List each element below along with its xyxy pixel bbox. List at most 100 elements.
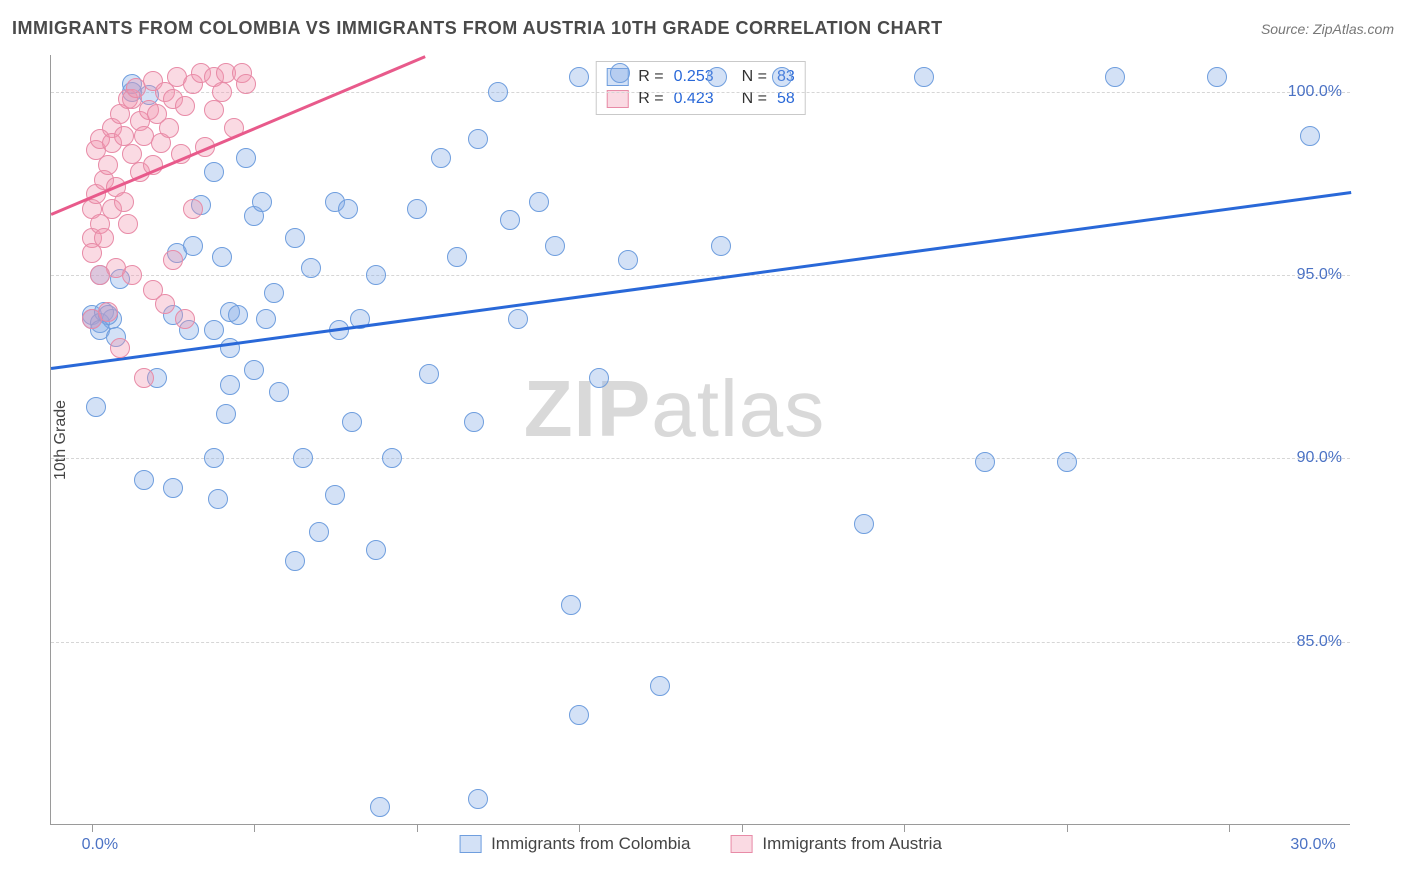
- data-point: [500, 210, 520, 230]
- data-point: [86, 397, 106, 417]
- n-label-1: N =: [742, 90, 767, 108]
- data-point: [342, 412, 362, 432]
- data-point: [914, 67, 934, 87]
- data-point: [98, 155, 118, 175]
- data-point: [163, 478, 183, 498]
- data-point: [301, 258, 321, 278]
- r-value-1: 0.423: [674, 90, 714, 108]
- data-point: [264, 283, 284, 303]
- data-point: [212, 82, 232, 102]
- data-point: [650, 676, 670, 696]
- data-point: [155, 294, 175, 314]
- data-point: [159, 118, 179, 138]
- data-point: [110, 338, 130, 358]
- data-point: [228, 305, 248, 325]
- stats-legend-row-0: R = 0.253 N = 83: [606, 66, 795, 88]
- data-point: [134, 368, 154, 388]
- data-point: [98, 302, 118, 322]
- x-tick: [904, 824, 905, 832]
- r-label-0: R =: [638, 68, 663, 86]
- x-tick: [92, 824, 93, 832]
- stats-swatch-1: [606, 90, 628, 108]
- gridline: [51, 642, 1350, 643]
- data-point: [772, 67, 792, 87]
- data-point: [325, 485, 345, 505]
- series-swatch-1: [730, 835, 752, 853]
- series-swatch-0: [459, 835, 481, 853]
- data-point: [382, 448, 402, 468]
- n-value-1: 58: [777, 90, 795, 108]
- data-point: [236, 148, 256, 168]
- x-tick: [417, 824, 418, 832]
- data-point: [618, 250, 638, 270]
- y-tick-label: 85.0%: [1297, 633, 1342, 651]
- data-point: [252, 192, 272, 212]
- chart-title: IMMIGRANTS FROM COLOMBIA VS IMMIGRANTS F…: [12, 18, 943, 39]
- data-point: [220, 375, 240, 395]
- gridline: [51, 458, 1350, 459]
- y-tick-label: 90.0%: [1297, 449, 1342, 467]
- data-point: [1105, 67, 1125, 87]
- data-point: [854, 514, 874, 534]
- data-point: [175, 96, 195, 116]
- data-point: [508, 309, 528, 329]
- data-point: [589, 368, 609, 388]
- data-point: [216, 404, 236, 424]
- title-bar: IMMIGRANTS FROM COLOMBIA VS IMMIGRANTS F…: [12, 18, 1394, 39]
- x-tick: [579, 824, 580, 832]
- data-point: [94, 228, 114, 248]
- series-legend-item-1: Immigrants from Austria: [730, 834, 942, 854]
- data-point: [529, 192, 549, 212]
- data-point: [707, 67, 727, 87]
- y-axis-title: 10th Grade: [52, 399, 70, 479]
- data-point: [293, 448, 313, 468]
- watermark-light: atlas: [651, 364, 825, 453]
- watermark: ZIPatlas: [524, 363, 825, 455]
- data-point: [338, 199, 358, 219]
- data-point: [1207, 67, 1227, 87]
- data-point: [366, 265, 386, 285]
- scatter-plot-area: 10th Grade ZIPatlas R = 0.253 N = 83 R =…: [50, 55, 1350, 825]
- data-point: [431, 148, 451, 168]
- data-point: [256, 309, 276, 329]
- x-axis-max-label: 30.0%: [1290, 836, 1335, 854]
- data-point: [212, 247, 232, 267]
- x-axis-min-label: 0.0%: [82, 836, 118, 854]
- data-point: [366, 540, 386, 560]
- data-point: [569, 705, 589, 725]
- data-point: [561, 595, 581, 615]
- data-point: [134, 470, 154, 490]
- data-point: [122, 265, 142, 285]
- series-label-1: Immigrants from Austria: [762, 834, 942, 854]
- data-point: [236, 74, 256, 94]
- data-point: [309, 522, 329, 542]
- data-point: [610, 63, 630, 83]
- data-point: [370, 797, 390, 817]
- data-point: [464, 412, 484, 432]
- r-label-1: R =: [638, 90, 663, 108]
- series-legend: Immigrants from Colombia Immigrants from…: [459, 834, 942, 854]
- data-point: [285, 551, 305, 571]
- data-point: [285, 228, 305, 248]
- data-point: [204, 320, 224, 340]
- data-point: [114, 126, 134, 146]
- series-legend-item-0: Immigrants from Colombia: [459, 834, 690, 854]
- data-point: [569, 67, 589, 87]
- data-point: [183, 199, 203, 219]
- data-point: [208, 489, 228, 509]
- x-tick: [1067, 824, 1068, 832]
- x-tick: [742, 824, 743, 832]
- n-label-0: N =: [742, 68, 767, 86]
- data-point: [1057, 452, 1077, 472]
- x-tick: [254, 824, 255, 832]
- data-point: [114, 192, 134, 212]
- data-point: [1300, 126, 1320, 146]
- watermark-bold: ZIP: [524, 364, 651, 453]
- data-point: [175, 309, 195, 329]
- data-point: [204, 448, 224, 468]
- data-point: [122, 144, 142, 164]
- data-point: [419, 364, 439, 384]
- data-point: [447, 247, 467, 267]
- data-point: [204, 100, 224, 120]
- data-point: [545, 236, 565, 256]
